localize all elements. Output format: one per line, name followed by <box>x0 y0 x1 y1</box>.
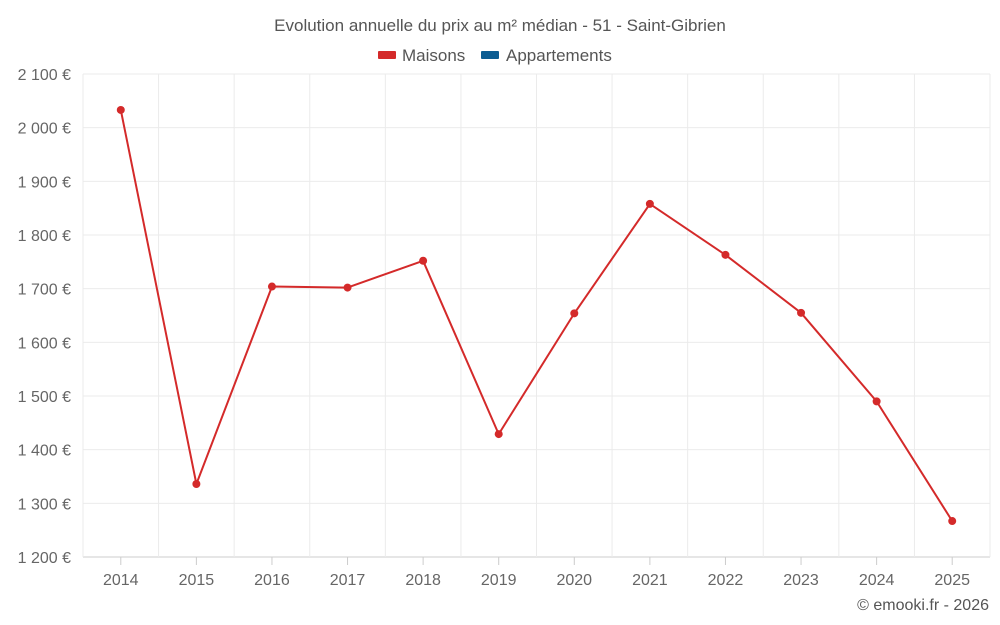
y-tick-label: 2 100 € <box>18 67 71 84</box>
legend-item-maisons[interactable]: Maisons <box>378 46 465 65</box>
x-tick-label: 2022 <box>708 572 744 589</box>
chart-title: Evolution annuelle du prix au m² médian … <box>274 16 726 35</box>
legend-label-appartements: Appartements <box>506 46 612 65</box>
y-tick-label: 2 000 € <box>18 121 71 138</box>
x-tick-label: 2019 <box>481 572 517 589</box>
x-axis-ticks: 2014 2015 2016 2017 2018 2019 2020 2021 2022 2023… <box>103 557 970 589</box>
legend-item-appartements[interactable]: Appartements <box>481 46 612 65</box>
data-point-2018[interactable] <box>419 256 428 265</box>
y-tick-label: 1 400 € <box>18 443 71 460</box>
data-point-2015[interactable] <box>192 480 201 489</box>
legend: Maisons Appartements <box>378 46 612 65</box>
x-tick-label: 2018 <box>405 572 441 589</box>
x-tick-label: 2017 <box>330 572 366 589</box>
data-point-2020[interactable] <box>570 309 579 318</box>
legend-swatch-maisons <box>378 51 396 59</box>
y-tick-label: 1 700 € <box>18 282 71 299</box>
x-tick-label: 2016 <box>254 572 290 589</box>
data-point-2022[interactable] <box>721 250 730 259</box>
y-tick-label: 1 300 € <box>18 496 71 513</box>
y-axis-ticks: 1 200 € 1 300 € 1 400 € 1 500 € 1 600 € 1 700… <box>18 67 71 567</box>
y-tick-label: 1 600 € <box>18 335 71 352</box>
gridlines <box>82 73 991 558</box>
data-point-2014[interactable] <box>116 105 125 114</box>
series-maisons <box>116 105 957 526</box>
y-tick-label: 1 800 € <box>18 228 71 245</box>
x-tick-label: 2021 <box>632 572 668 589</box>
y-tick-label: 1 200 € <box>18 550 71 567</box>
data-point-2016[interactable] <box>267 282 276 291</box>
series-line-maisons <box>119 109 954 522</box>
x-tick-label: 2023 <box>783 572 819 589</box>
x-tick-label: 2025 <box>934 572 970 589</box>
y-tick-label: 1 500 € <box>18 389 71 406</box>
data-point-2024[interactable] <box>872 397 881 406</box>
data-point-2019[interactable] <box>494 430 503 439</box>
x-tick-label: 2020 <box>556 572 592 589</box>
data-point-2025[interactable] <box>948 517 957 526</box>
legend-swatch-appartements <box>481 51 499 59</box>
credit-text: © emooki.fr - 2026 <box>857 597 989 614</box>
x-tick-label: 2015 <box>179 572 215 589</box>
legend-label-maisons: Maisons <box>402 46 465 65</box>
data-point-2017[interactable] <box>343 283 352 292</box>
y-tick-label: 1 900 € <box>18 174 71 191</box>
x-tick-label: 2014 <box>103 572 139 589</box>
x-tick-label: 2024 <box>859 572 895 589</box>
data-point-2021[interactable] <box>645 199 654 208</box>
data-point-2023[interactable] <box>797 308 806 317</box>
